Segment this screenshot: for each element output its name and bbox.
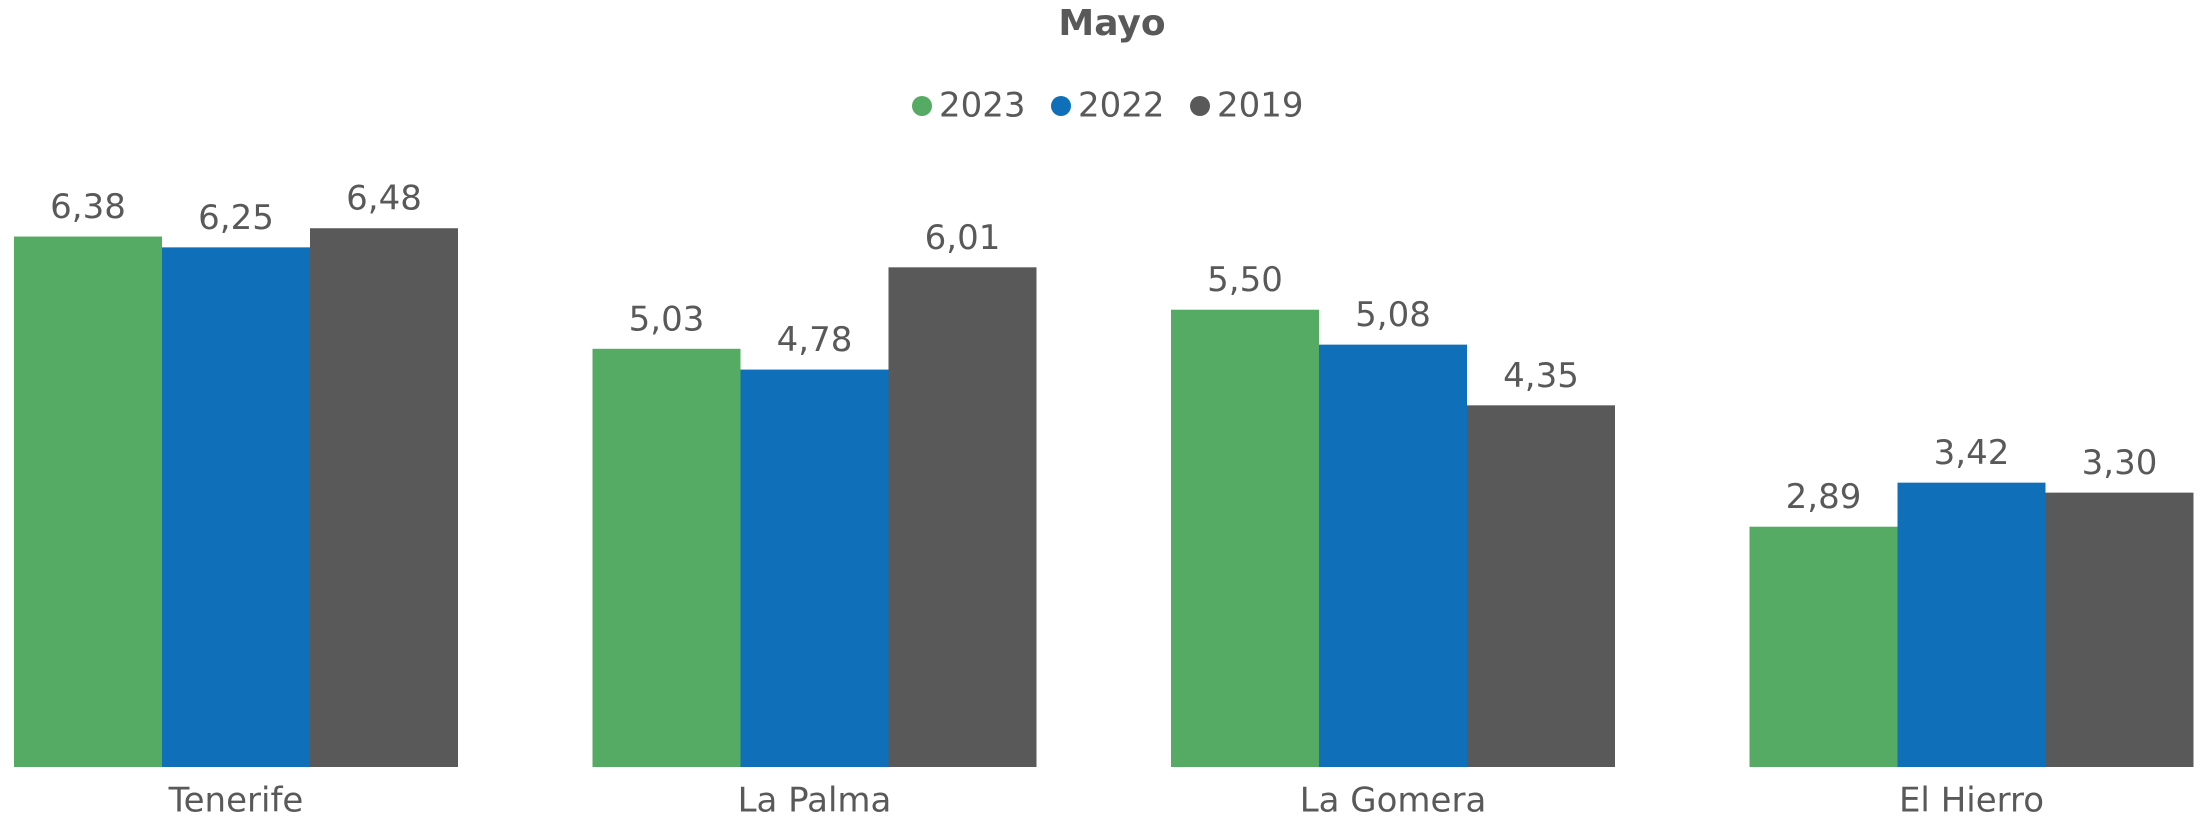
data-label: 4,78 (777, 320, 853, 360)
bar (1171, 309, 1319, 767)
legend-marker (1051, 96, 1071, 116)
data-label: 6,48 (346, 179, 422, 219)
data-label: 6,25 (198, 198, 274, 238)
bar (1319, 344, 1467, 767)
bar (162, 247, 310, 767)
data-label: 3,42 (1934, 433, 2010, 473)
bar (2045, 492, 2194, 767)
legend-label: 2023 (939, 86, 1026, 126)
bar (1467, 405, 1615, 767)
bar (592, 348, 741, 767)
data-label: 4,35 (1503, 356, 1579, 396)
bar (14, 236, 162, 767)
bar (1749, 526, 1898, 767)
chart-title: Mayo (1058, 3, 1165, 44)
data-label: 6,01 (925, 218, 1001, 258)
data-label: 6,38 (50, 187, 126, 227)
legend-label: 2022 (1078, 86, 1165, 126)
data-label: 5,50 (1207, 260, 1283, 300)
x-tick-label: La Gomera (1300, 781, 1487, 821)
legend-label: 2019 (1217, 86, 1304, 126)
data-label: 5,03 (629, 299, 705, 339)
bar (740, 369, 889, 767)
bar (310, 228, 458, 768)
x-tick-label: Tenerife (168, 781, 304, 821)
data-label: 3,30 (2082, 443, 2158, 483)
x-tick-label: El Hierro (1899, 781, 2044, 821)
legend-marker (1190, 96, 1210, 116)
data-label: 2,89 (1786, 477, 1862, 517)
legend-marker (912, 96, 932, 116)
bar (888, 267, 1037, 767)
x-tick-label: La Palma (738, 781, 892, 821)
data-label: 5,08 (1355, 295, 1431, 335)
bar (1897, 482, 2046, 767)
